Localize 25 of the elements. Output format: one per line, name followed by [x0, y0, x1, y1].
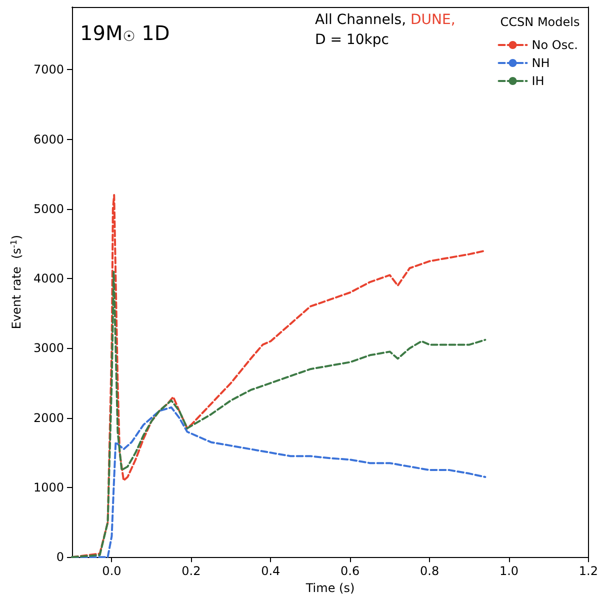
legend-title: CCSN Models [500, 15, 580, 29]
y-tick-label: 6000 [33, 132, 64, 146]
y-tick-label: 4000 [33, 272, 64, 286]
x-tick-label: 1.2 [578, 564, 598, 578]
legend-label: No Osc. [532, 38, 578, 52]
y-tick-label: 3000 [33, 341, 64, 356]
x-tick-label: 0.0 [102, 564, 122, 578]
y-tick-label: 7000 [33, 62, 64, 77]
legend-label: NH [532, 56, 550, 70]
x-tick-label: 0.2 [182, 564, 201, 578]
line-series [71, 270, 486, 558]
x-tick-label: 0.6 [340, 564, 360, 578]
x-tick-label: 0.8 [420, 564, 440, 578]
x-tick-label: 1.0 [499, 564, 519, 578]
annotation: D = 10kpc [315, 32, 389, 48]
x-tick-label: 0.4 [261, 564, 280, 578]
y-axis-title: Event rate (s-1) [8, 234, 24, 330]
y-tick-label: 5000 [33, 202, 64, 216]
y-tick-label: 2000 [33, 410, 64, 425]
text: 19M☉ 1D [80, 21, 170, 45]
legend-label: IH [532, 74, 544, 88]
y-tick-label: 0 [56, 550, 64, 564]
y-tick-label: 1000 [33, 480, 64, 494]
annotation: All Channels, DUNE, [315, 12, 456, 28]
x-axis-title: Time (s) [304, 581, 355, 595]
